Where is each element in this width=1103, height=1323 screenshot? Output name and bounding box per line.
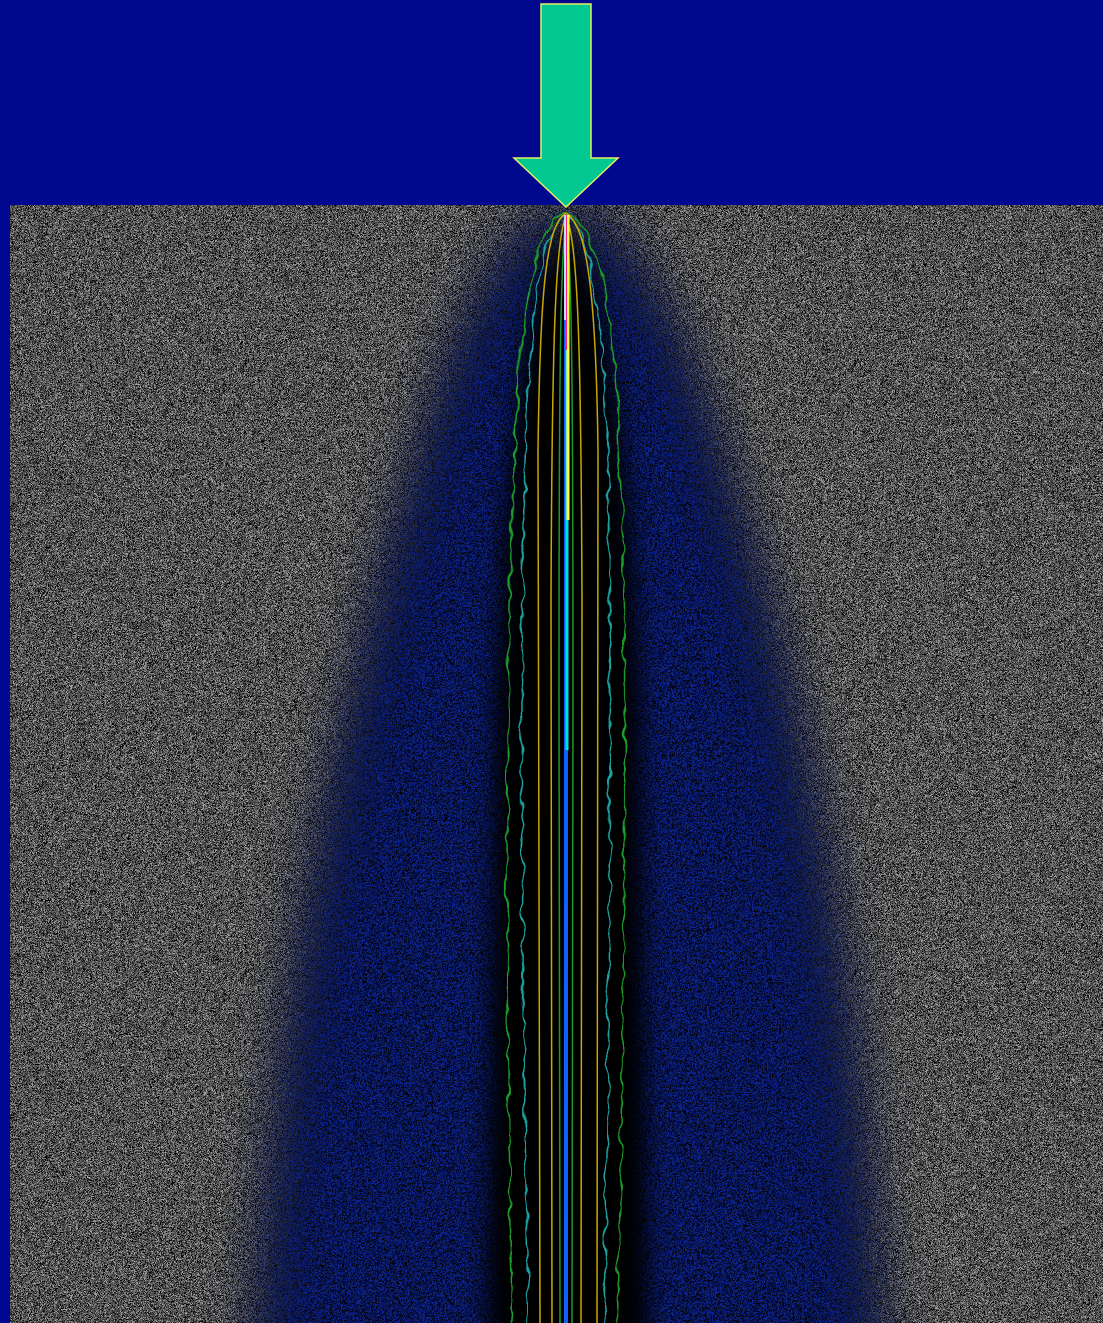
- page: [0, 0, 1103, 1323]
- beam-core: [565, 215, 568, 1323]
- blue-speckle: [10, 205, 1103, 1323]
- blue-noise-cone: [10, 205, 1103, 1323]
- beam-visualization: [0, 0, 1103, 1323]
